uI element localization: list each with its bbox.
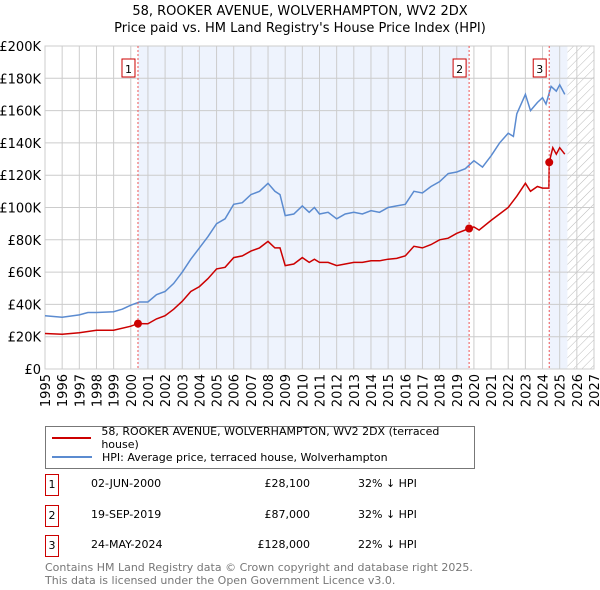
sale-point (545, 158, 554, 167)
x-tick-label: 1999 (108, 374, 123, 407)
x-tick-label: 2015 (382, 374, 397, 407)
x-tick-label: 2005 (211, 374, 226, 407)
y-tick-label: £200K (0, 40, 41, 55)
sale-hpi-diff: 32% ↓ HPI (358, 477, 417, 490)
x-tick-label: 2021 (485, 374, 500, 407)
sale-point (465, 224, 474, 233)
x-tick-label: 2007 (245, 374, 260, 407)
x-tick-label: 2009 (279, 374, 294, 407)
x-tick-label: 2011 (314, 374, 329, 407)
x-tick-label: 2004 (193, 374, 208, 407)
y-tick-label: £180K (0, 72, 41, 87)
x-tick-label: 2000 (125, 374, 140, 407)
sale-date: 24-MAY-2024 (91, 538, 163, 551)
x-tick-label: 1998 (90, 374, 105, 407)
x-tick-label: 1996 (56, 374, 71, 407)
y-tick-label: £100K (0, 202, 41, 217)
legend-label: HPI: Average price, terraced house, Wolv… (102, 450, 388, 464)
sale-label-box (121, 58, 136, 78)
x-tick-label: 2022 (502, 374, 517, 407)
y-tick-label: £160K (0, 105, 41, 120)
sale-label: 1 (125, 63, 132, 76)
y-tick-label: £80K (8, 234, 42, 249)
sale-price: £87,000 (264, 508, 311, 521)
x-tick-label: 2018 (434, 374, 449, 407)
chart-title: 58, ROOKER AVENUE, WOLVERHAMPTON, WV2 2D… (0, 3, 600, 37)
x-tick-label: 2016 (399, 374, 414, 407)
x-tick-label: 2025 (554, 374, 569, 407)
legend-swatch-red (52, 437, 92, 439)
x-tick-label: 2003 (176, 374, 191, 407)
sale-label: 2 (456, 63, 463, 76)
y-tick-label: £120K (0, 169, 41, 184)
x-tick-label: 2020 (468, 374, 483, 407)
sale-marker-badge: 3 (45, 535, 59, 557)
x-tick-label: 2006 (228, 374, 243, 407)
y-tick-label: £60K (8, 266, 42, 281)
x-tick-label: 2023 (519, 374, 534, 407)
footer-line: This data is licensed under the Open Gov… (45, 574, 396, 587)
legend-item-property: 58, ROOKER AVENUE, WOLVERHAMPTON, WV2 2D… (52, 425, 474, 451)
y-tick-label: £40K (8, 298, 42, 313)
y-tick-label: £0 (24, 363, 41, 378)
x-tick-label: 2026 (571, 374, 586, 407)
sale-point (133, 319, 142, 328)
x-tick-label: 2012 (331, 374, 346, 407)
footer-line: Contains HM Land Registry data © Crown c… (45, 561, 473, 574)
x-tick-label: 1997 (73, 374, 88, 407)
sale-marker-badge: 1 (45, 474, 59, 496)
plot-frame (44, 45, 595, 370)
sale-hpi-diff: 32% ↓ HPI (358, 508, 417, 521)
legend: 58, ROOKER AVENUE, WOLVERHAMPTON, WV2 2D… (45, 425, 475, 469)
legend-swatch-blue (52, 456, 92, 458)
x-tick-label: 2001 (142, 374, 157, 407)
sale-label-box (452, 58, 467, 78)
sale-price: £128,000 (257, 538, 311, 551)
sale-marker-badge: 2 (45, 505, 59, 527)
x-tick-label: 1995 (39, 374, 54, 407)
price-chart: £0 £20K £40K £60K £80K £100K £120K £140K £160K £1… (0, 40, 600, 407)
x-tick-label: 2027 (588, 374, 600, 407)
x-tick-label: 2024 (537, 374, 552, 407)
sale-label-box (532, 58, 547, 78)
table-row: 3 24-MAY-2024 £128,000 22% ↓ HPI (45, 535, 445, 557)
x-tick-label: 2017 (416, 374, 431, 407)
x-tick-label: 2010 (296, 374, 311, 407)
legend-label: 58, ROOKER AVENUE, WOLVERHAMPTON, WV2 2D… (101, 425, 440, 451)
x-tick-label: 2014 (365, 374, 380, 407)
sale-date: 02-JUN-2000 (91, 477, 162, 490)
sale-date: 19-SEP-2019 (91, 508, 162, 521)
series-line (44, 83, 566, 319)
x-tick-label: 2013 (348, 374, 363, 407)
y-tick-label: £140K (0, 137, 41, 152)
x-tick-label: 2008 (262, 374, 277, 407)
x-tick-label: 2019 (451, 374, 466, 407)
title-line-1: 58, ROOKER AVENUE, WOLVERHAMPTON, WV2 2D… (132, 4, 468, 19)
table-row: 2 19-SEP-2019 £87,000 32% ↓ HPI (45, 505, 445, 527)
y-tick-label: £20K (8, 331, 42, 346)
legend-item-hpi: HPI: Average price, terraced house, Wolv… (52, 448, 388, 466)
title-line-2: Price paid vs. HM Land Registry's House … (114, 21, 486, 36)
sale-hpi-diff: 22% ↓ HPI (358, 538, 417, 551)
sale-price: £28,100 (264, 477, 311, 490)
series-line (44, 145, 566, 336)
table-row: 1 02-JUN-2000 £28,100 32% ↓ HPI (45, 474, 445, 496)
footer: Contains HM Land Registry data © Crown c… (45, 561, 473, 587)
x-tick-label: 2002 (159, 374, 174, 407)
sale-label: 3 (536, 63, 543, 76)
